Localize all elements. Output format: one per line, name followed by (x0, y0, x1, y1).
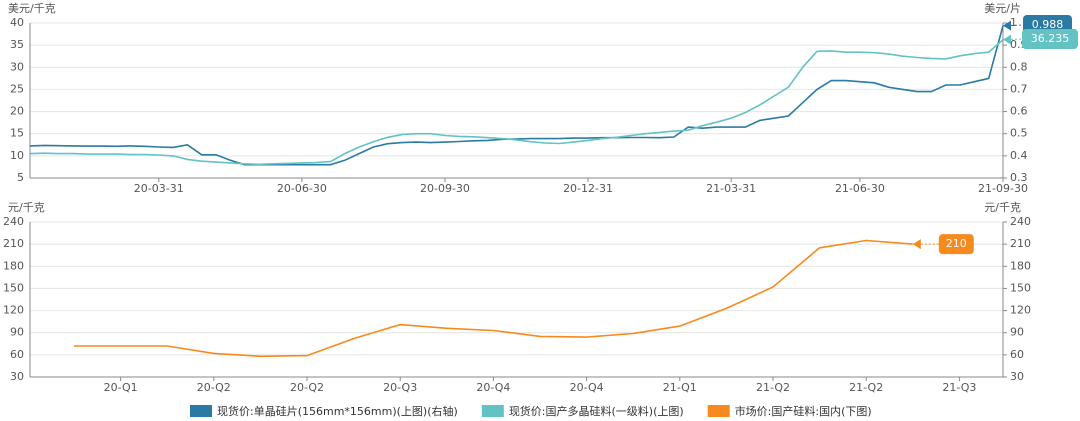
y2-tick-label: 60 (1010, 348, 1024, 361)
y2-tick-label: 150 (1010, 281, 1031, 294)
x-tick-label: 21-Q1 (663, 381, 697, 394)
y2-axis-title: 美元/片 (984, 2, 1021, 15)
y-axis-title: 美元/千克 (8, 2, 56, 15)
y-tick-label: 60 (10, 348, 24, 361)
x-tick-label: 20-Q4 (570, 381, 604, 394)
legend-label: 市场价:国产硅料:国内(下图) (735, 404, 872, 418)
y2-tick-label: 0.6 (1010, 105, 1028, 118)
x-tick-label: 21-Q2 (756, 381, 790, 394)
x-tick-label: 21-Q3 (942, 381, 976, 394)
y2-tick-label: 0.4 (1010, 149, 1028, 162)
y-axis-title: 元/千克 (8, 201, 45, 214)
x-tick-label: 20-12-31 (563, 182, 613, 195)
y-tick-label: 210 (3, 237, 24, 250)
y-tick-label: 25 (10, 82, 24, 95)
x-tick-label: 21-06-30 (835, 182, 885, 195)
y2-tick-label: 240 (1010, 215, 1031, 228)
label-leader (1002, 24, 1024, 27)
legend-label: 现货价:国产多晶硅料(一级料)(上图) (509, 404, 684, 418)
value-label: 0.988 (1032, 18, 1064, 31)
y-tick-label: 20 (10, 105, 24, 118)
y-tick-label: 150 (3, 281, 24, 294)
value-label-box (938, 234, 974, 255)
y-tick-label: 5 (17, 171, 24, 184)
y-tick-label: 30 (10, 370, 24, 383)
x-tick-label: 20-Q3 (383, 381, 417, 394)
legend-label: 现货价:单晶硅片(156mm*156mm)(上图)(右轴) (217, 404, 458, 418)
y-tick-label: 90 (10, 326, 24, 339)
y2-tick-label: 0.3 (1010, 171, 1028, 184)
y2-tick-label: 90 (1010, 326, 1024, 339)
x-tick-label: 21-03-31 (706, 182, 756, 195)
x-tick-label: 21-09-30 (978, 182, 1028, 195)
y2-tick-label: 180 (1010, 259, 1031, 272)
series-line (29, 39, 1004, 166)
y2-tick-label: 120 (1010, 304, 1031, 317)
legend-swatch (707, 405, 730, 417)
label-leader (1002, 38, 1023, 41)
y2-tick-label: 30 (1010, 370, 1024, 383)
y2-axis-title: 元/千克 (984, 201, 1021, 214)
legend-swatch (190, 405, 212, 417)
y-tick-label: 180 (3, 259, 24, 272)
end-marker (1003, 20, 1011, 31)
x-tick-label: 20-06-30 (277, 182, 327, 195)
y2-tick-label: 210 (1010, 237, 1031, 250)
y-tick-label: 40 (10, 16, 24, 29)
end-marker (912, 239, 921, 250)
y-tick-label: 240 (3, 215, 24, 228)
y-tick-label: 30 (10, 60, 24, 73)
y-tick-label: 15 (10, 127, 24, 140)
x-tick-label: 20-Q2 (290, 381, 324, 394)
y2-tick-label: 1 (1010, 16, 1017, 29)
x-tick-label: 20-09-30 (420, 182, 470, 195)
y2-tick-label: 0.8 (1010, 60, 1028, 73)
y-tick-label: 10 (10, 149, 24, 162)
end-marker (1003, 34, 1011, 45)
y2-tick-label: 0.7 (1010, 82, 1028, 95)
x-tick-label: 20-Q2 (197, 381, 231, 394)
x-tick-label: 20-Q4 (476, 381, 510, 394)
y-tick-label: 120 (3, 304, 24, 317)
legend-swatch (481, 405, 504, 417)
x-tick-label: 20-03-31 (134, 182, 184, 195)
y-tick-label: 35 (10, 38, 24, 51)
series-line (74, 239, 913, 358)
value-label-box (1022, 29, 1078, 49)
y2-tick-label: 0.5 (1010, 127, 1028, 140)
x-tick-label: 20-Q1 (104, 381, 138, 394)
x-tick-label: 21-Q2 (849, 381, 883, 394)
value-label: 210 (946, 237, 967, 250)
value-label: 36.235 (1031, 32, 1070, 45)
series-line (29, 25, 1004, 166)
